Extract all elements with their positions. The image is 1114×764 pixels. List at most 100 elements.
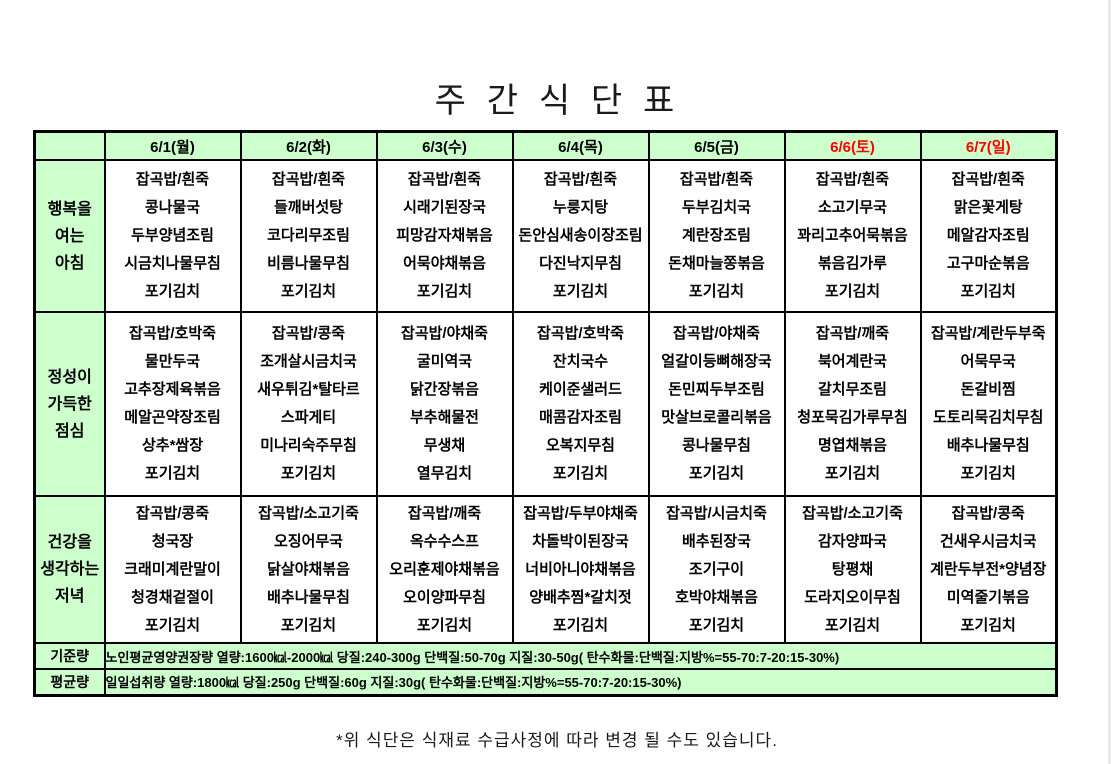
menu-item: 오복지무침 [545, 437, 615, 454]
meal-cell-lunch-mon: 잡곡밥/호박죽 물만두국 고추장제육볶음 메알곤약장조림 상추*쌈장 포기김치 [103, 311, 242, 497]
menu-item: 포기김치 [688, 465, 745, 482]
date-header-wed: 6/3(수) [375, 130, 514, 161]
menu-item: 잡곡밥/흰죽 [135, 171, 210, 188]
menu-item: 부추해물전 [409, 409, 479, 426]
menu-item: 돈안심새송이장조림 [518, 227, 643, 244]
menu-item: 잡곡밥/두부야채죽 [523, 504, 638, 522]
row-label-line: 여는 [55, 227, 85, 245]
menu-item: 잡곡밥/호박죽 [537, 325, 624, 342]
menu-item: 건새우시금치국 [939, 532, 1037, 550]
breakfast-row: 행복을 여는 아침 잡곡밥/흰죽 콩나물국 두부양념조림 시금치나물무침 포기김치 잡곡밥/… [33, 159, 1058, 313]
menu-item: 조개살시금치국 [260, 353, 357, 370]
menu-item: 계란장조림 [681, 227, 751, 244]
menu-item: 포기김치 [960, 465, 1016, 482]
menu-item: 누룽지탕 [552, 199, 609, 216]
weekly-menu-table: 6/1(월) 6/2(화) 6/3(수) 6/4(목) 6/5(금) 6/6(토… [33, 130, 1058, 697]
menu-item: 콩나물무침 [681, 437, 751, 454]
date-header-sun: 6/7(일) [919, 130, 1058, 161]
menu-item: 물만두국 [144, 353, 201, 370]
menu-item: 맛살브로콜리볶음 [661, 409, 772, 426]
menu-item: 볶음김가루 [817, 255, 887, 272]
menu-item: 잡곡밥/콩죽 [951, 504, 1025, 522]
meal-cell-dinner-fri: 잡곡밥/시금치죽 배추된장국 조기구이 호박야채볶음 포기김치 [647, 495, 786, 644]
standard-amount-label: 기준량 [33, 642, 106, 670]
menu-item: 포기김치 [960, 283, 1016, 300]
meal-cell-breakfast-wed: 잡곡밥/흰죽 시래기된장국 피망감자채볶음 어묵야채볶음 포기김치 [375, 159, 514, 313]
meal-cell-dinner-sat: 잡곡밥/소고기죽 감자양파국 탕평채 도라지오이무침 포기김치 [783, 495, 922, 644]
window-right-edge [1108, 0, 1111, 764]
menu-item: 코다리무조림 [267, 227, 350, 244]
menu-item: 콩나물국 [144, 199, 201, 216]
meal-cell-lunch-fri: 잡곡밥/야채죽 얼갈이등뼈해장국 돈민찌두부조림 맛살브로콜리볶음 콩나물무침 포기김치 [647, 311, 786, 497]
menu-item: 계란두부전*양념장 [930, 560, 1047, 578]
menu-item: 잡곡밥/야채죽 [401, 325, 488, 342]
menu-item: 북어계란국 [817, 353, 887, 370]
menu-item: 호박야채볶음 [675, 588, 758, 606]
menu-item: 시래기된장국 [403, 199, 486, 216]
meal-cell-lunch-wed: 잡곡밥/야채죽 굴미역국 닭간장볶음 부추해물전 무생채 열무김치 [375, 311, 514, 497]
meal-cell-dinner-wed: 잡곡밥/깨죽 옥수수스프 오리훈제야채볶음 오이양파무침 포기김치 [375, 495, 514, 644]
row-label-line: 생각하는 [40, 561, 100, 578]
menu-item: 잡곡밥/깨죽 [407, 504, 482, 522]
menu-item: 감자양파국 [817, 532, 887, 550]
menu-item: 잔치국수 [552, 353, 609, 370]
menu-item: 너비아니야채볶음 [525, 560, 636, 578]
page-title: 주 간 식 단 표 [434, 81, 680, 121]
menu-item: 잡곡밥/야채죽 [673, 325, 760, 342]
meal-cell-lunch-thu: 잡곡밥/호박죽 잔치국수 케이준샐러드 매콤감자조림 오복지무침 포기김치 [511, 311, 650, 497]
average-amount-row: 평균량 일일섭취량 열량:1800㎉ 당질:250g 단백질:60g 지질:30… [33, 668, 1058, 696]
menu-item: 차돌박이된장국 [532, 532, 629, 550]
menu-item: 배추된장국 [681, 532, 751, 550]
menu-item: 잡곡밥/흰죽 [815, 171, 890, 188]
average-amount-text: 일일섭취량 열량:1800㎉ 당질:250g 단백질:60g 지질:30g( 탄… [103, 668, 1058, 696]
meal-cell-breakfast-sun: 잡곡밥/흰죽 맑은꽃게탕 메알감자조림 고구마순볶음 포기김치 [919, 159, 1058, 313]
menu-item: 맑은꽃게탕 [953, 199, 1023, 216]
meal-cell-lunch-tue: 잡곡밥/콩죽 조개살시금치국 새우튀김*탈타르 스파게티 미나리숙주무침 포기김치 [239, 311, 378, 497]
menu-item: 잡곡밥/소고기죽 [802, 504, 903, 522]
dinner-row: 건강을 생각하는 저녁 잡곡밥/콩죽 청국장 크래미계란말이 청경채겉절이 포기김치 잡곡밥… [33, 495, 1058, 644]
menu-item: 잡곡밥/소고기죽 [258, 504, 359, 522]
meal-cell-breakfast-mon: 잡곡밥/흰죽 콩나물국 두부양념조림 시금치나물무침 포기김치 [103, 159, 242, 313]
menu-item: 도라지오이무침 [804, 588, 901, 606]
menu-item: 포기김치 [416, 283, 473, 300]
menu-item: 잡곡밥/콩죽 [271, 325, 346, 342]
menu-item: 피망감자채볶음 [396, 227, 493, 244]
menu-item: 돈갈비찜 [960, 381, 1016, 398]
row-label-line: 점심 [55, 422, 85, 440]
menu-item: 잡곡밥/깨죽 [815, 325, 890, 342]
lunch-row-label: 정성이 가득한 점심 [33, 311, 106, 497]
dinner-row-label: 건강을 생각하는 저녁 [33, 495, 106, 644]
menu-item: 굴미역국 [416, 353, 473, 370]
menu-item: 포기김치 [416, 616, 473, 634]
menu-item: 고추장제육볶음 [124, 381, 221, 398]
menu-item: 청국장 [151, 532, 194, 550]
menu-item: 옥수수스프 [409, 532, 479, 550]
date-header-sat: 6/6(토) [783, 130, 922, 161]
menu-item: 포기김치 [688, 616, 745, 634]
menu-item: 청경채겉절이 [131, 588, 214, 606]
menu-item: 명엽채볶음 [817, 437, 887, 454]
menu-item: 오리훈제야채볶음 [389, 560, 500, 578]
menu-item: 포기김치 [960, 616, 1016, 634]
menu-item: 오징어무국 [273, 532, 343, 550]
menu-item: 갈치무조림 [817, 381, 887, 398]
date-header-thu: 6/4(목) [511, 130, 650, 161]
menu-item: 포기김치 [688, 283, 745, 300]
menu-item: 어묵무국 [960, 353, 1016, 370]
menu-item: 포기김치 [552, 283, 609, 300]
breakfast-row-label: 행복을 여는 아침 [33, 159, 106, 313]
menu-item: 배추나물무침 [267, 588, 350, 606]
menu-item: 꽈리고추어묵볶음 [797, 227, 908, 244]
menu-item: 미역줄기볶음 [946, 588, 1030, 606]
menu-item: 잡곡밥/흰죽 [407, 171, 482, 188]
menu-item: 잡곡밥/흰죽 [271, 171, 346, 188]
meal-cell-breakfast-tue: 잡곡밥/흰죽 들깨버섯탕 코다리무조림 비름나물무침 포기김치 [239, 159, 378, 313]
menu-item: 스파게티 [280, 409, 337, 426]
menu-item: 돈민찌두부조림 [668, 381, 765, 398]
meal-cell-breakfast-fri: 잡곡밥/흰죽 두부김치국 계란장조림 돈채마늘쫑볶음 포기김치 [647, 159, 786, 313]
menu-item: 잡곡밥/호박죽 [129, 325, 216, 342]
row-label-line: 가득한 [47, 395, 92, 413]
menu-item: 닭살야채볶음 [267, 560, 350, 578]
menu-item: 포기김치 [280, 283, 337, 300]
